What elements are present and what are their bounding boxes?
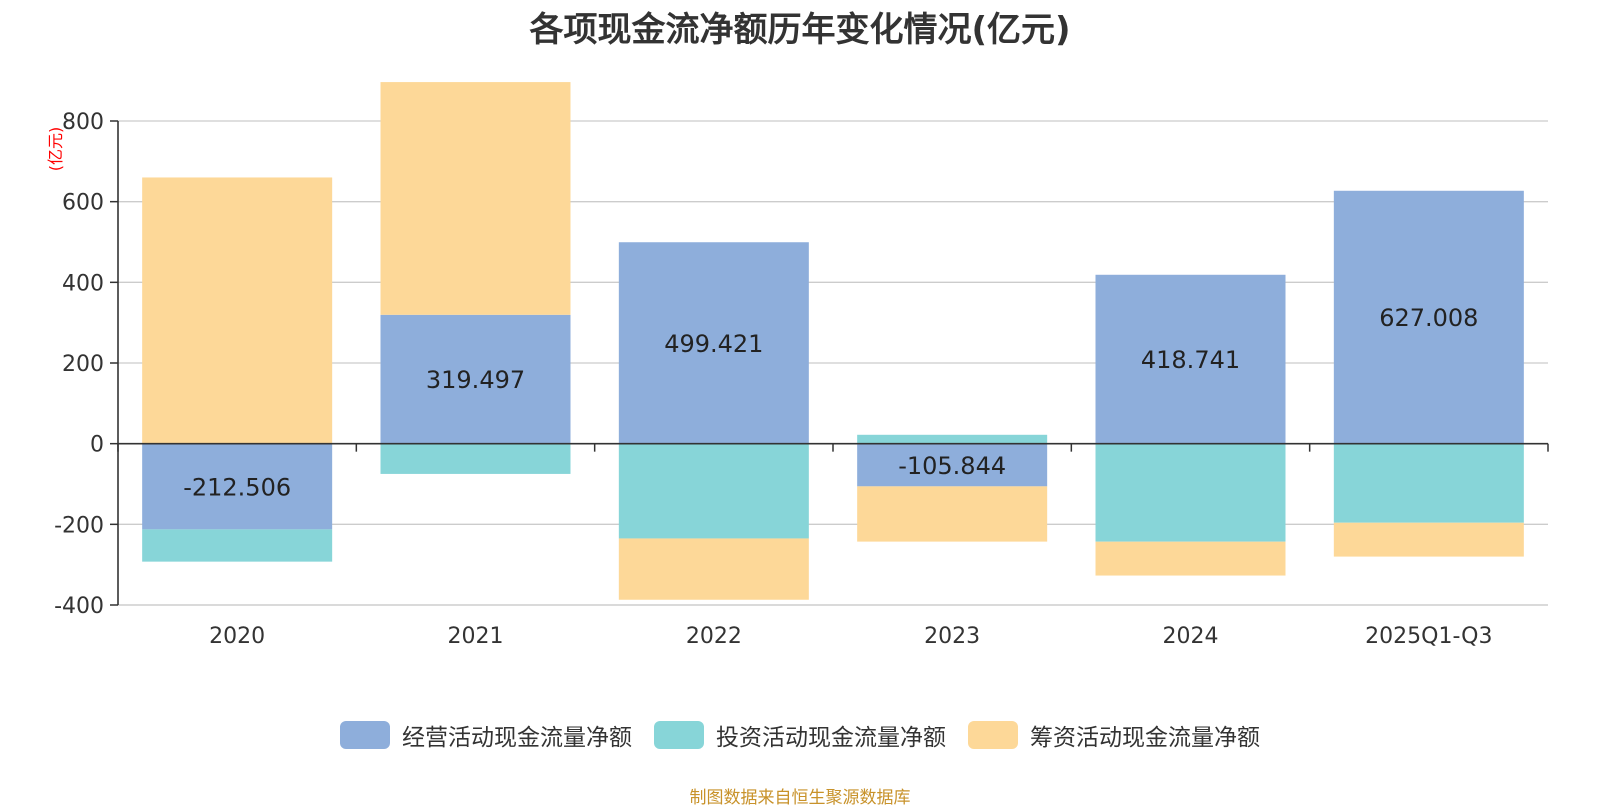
bar-financing: [142, 177, 333, 444]
legend-label: 投资活动现金流量净额: [716, 725, 946, 751]
bar-financing: [618, 538, 809, 600]
bar-operating: [1333, 190, 1524, 444]
bar-investing: [1095, 443, 1286, 542]
y-tick-label: 200: [62, 352, 104, 377]
data-label: -105.844: [898, 452, 1006, 480]
bar-operating: [857, 443, 1048, 487]
y-tick-label: -200: [54, 513, 104, 538]
legend: 经营活动现金流量净额 投资活动现金流量净额 筹资活动现金流量净额: [0, 718, 1600, 752]
x-tick-label: 2020: [209, 624, 265, 649]
y-tick-label: 600: [62, 191, 104, 216]
y-tick-label: 800: [62, 110, 104, 135]
legend-label: 经营活动现金流量净额: [402, 725, 632, 751]
x-tick-label: 2023: [924, 624, 980, 649]
data-label: -212.506: [183, 474, 291, 502]
chart-svg: 800 600 400 200 0 -200 -400 -212.506 2020 319.497…: [46, 82, 1549, 649]
bar-investing: [380, 443, 571, 474]
legend-swatch: [968, 721, 1018, 749]
bar-investing: [618, 443, 809, 539]
legend-label: 筹资活动现金流量净额: [1030, 725, 1260, 751]
bar-investing: [857, 434, 1048, 444]
bar-financing: [1095, 541, 1286, 576]
legend-item[interactable]: 筹资活动现金流量净额: [968, 718, 1260, 752]
y-tick-label: 0: [90, 433, 104, 458]
grid-layer: [118, 120, 1548, 606]
data-label: 499.421: [664, 330, 763, 358]
label-layer: 800 600 400 200 0 -200 -400 -212.506 2020 319.497…: [54, 110, 1492, 649]
legend-item[interactable]: 投资活动现金流量净额: [654, 718, 946, 752]
data-label: 418.741: [1141, 346, 1240, 374]
x-tick-label: 2025Q1-Q3: [1365, 624, 1492, 649]
bar-financing: [380, 82, 571, 315]
bar-operating: [618, 242, 809, 444]
x-tick-label: 2021: [448, 624, 504, 649]
bar-investing: [1333, 443, 1524, 523]
axis-layer: [110, 120, 1549, 606]
legend-item[interactable]: 经营活动现金流量净额: [340, 718, 632, 752]
bar-financing: [1333, 522, 1524, 557]
chart-title: 各项现金流净额历年变化情况(亿元): [529, 10, 1071, 50]
legend-swatch: [654, 721, 704, 749]
data-label: 627.008: [1379, 304, 1478, 332]
x-tick-label: 2022: [686, 624, 742, 649]
bar-operating: [380, 314, 571, 444]
source-note: 制图数据来自恒生聚源数据库: [689, 788, 911, 808]
x-tick-label: 2024: [1163, 624, 1219, 649]
y-tick-label: 400: [62, 271, 104, 296]
y-tick-label: -400: [54, 594, 104, 619]
bar-operating: [142, 443, 333, 530]
bar-investing: [142, 529, 333, 562]
bar-layer: [142, 82, 1524, 600]
data-label: 319.497: [426, 366, 525, 394]
bar-operating: [1095, 274, 1286, 444]
legend-swatch: [340, 721, 390, 749]
y-unit-label: (亿元): [46, 127, 65, 172]
bar-financing: [857, 486, 1048, 542]
